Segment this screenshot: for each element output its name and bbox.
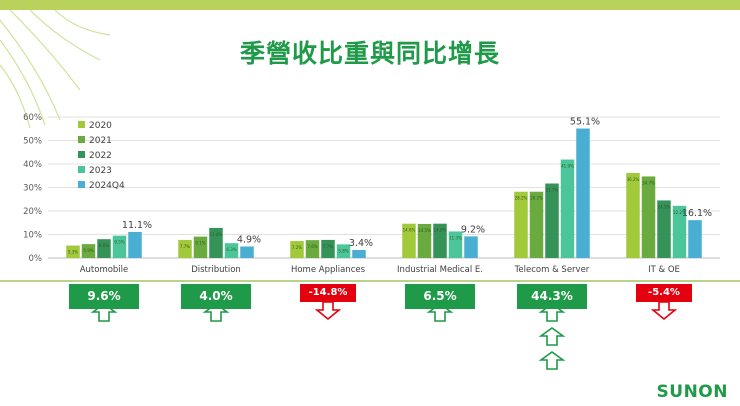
growth-badge: -5.4%	[636, 284, 692, 302]
legend-swatch	[78, 136, 85, 143]
category-label: IT & OE	[648, 265, 680, 275]
y-tick-label: 20%	[23, 207, 42, 217]
y-tick-label: 30%	[23, 184, 42, 194]
bar	[81, 244, 96, 258]
bar	[576, 128, 590, 258]
data-label: 34.7%	[642, 180, 655, 185]
legend-swatch	[78, 151, 85, 158]
data-label: 14.6%	[434, 228, 447, 233]
bar	[417, 223, 432, 258]
growth-badge: 9.6%	[69, 284, 139, 309]
bar	[321, 239, 335, 258]
data-label: 24.5%	[658, 204, 671, 209]
data-label: 3.4%	[349, 238, 373, 249]
data-label: 9.1%	[195, 241, 205, 246]
brand-logo: SUNON	[656, 382, 728, 402]
data-label: 14.6%	[403, 228, 416, 233]
data-label: 7.7%	[323, 244, 333, 249]
bar	[626, 172, 640, 258]
data-label: 7.6%	[307, 244, 317, 249]
bar	[433, 223, 447, 258]
bar	[529, 191, 544, 258]
bar	[336, 244, 351, 258]
data-label: 6.3%	[226, 247, 236, 252]
legend-label: 2020	[89, 121, 112, 131]
bar	[112, 235, 127, 258]
data-label: 9.5%	[114, 240, 124, 245]
bar	[402, 223, 416, 258]
data-label: 4.9%	[237, 234, 261, 245]
arrow-down-icon	[314, 301, 342, 321]
bar	[178, 239, 192, 258]
bar	[560, 159, 575, 258]
bar	[128, 231, 142, 258]
bar	[464, 236, 478, 258]
bar	[352, 250, 366, 258]
growth-badge: 44.3%	[517, 284, 587, 309]
category-label: Telecom & Server	[514, 265, 590, 275]
arrow-down-icon	[650, 301, 678, 321]
leaf-decoration	[0, 10, 110, 129]
data-label: 7.7%	[180, 244, 190, 249]
data-label: 28.2%	[530, 196, 543, 201]
data-label: 11.1%	[122, 220, 152, 231]
category-label: Home Appliances	[291, 265, 366, 275]
bar	[545, 183, 559, 258]
y-tick-label: 10%	[23, 231, 42, 241]
page-title: 季營收比重與同比增長	[239, 39, 500, 68]
data-label: 36.2%	[627, 177, 640, 182]
legend-swatch	[78, 181, 85, 188]
bar	[290, 241, 304, 258]
y-tick-label: 60%	[23, 113, 42, 123]
data-label: 9.2%	[461, 224, 485, 235]
bar	[672, 205, 687, 258]
bar	[193, 236, 208, 258]
data-label: 28.2%	[515, 196, 528, 201]
y-tick-label: 0%	[29, 254, 43, 264]
bar	[240, 246, 254, 258]
arrow-up-icon	[538, 351, 566, 370]
legend-label: 2021	[89, 136, 112, 146]
growth-badge: 6.5%	[405, 284, 475, 309]
category-label: Industrial Medical E.	[397, 265, 483, 275]
category-label: Automobile	[80, 265, 129, 275]
data-label: 31.7%	[546, 188, 559, 193]
data-label: 16.1%	[682, 208, 712, 219]
legend-label: 2022	[89, 151, 112, 161]
legend-label: 2023	[89, 166, 112, 176]
bar	[657, 200, 671, 258]
growth-badge: 4.0%	[181, 284, 251, 309]
arrow-up-icon	[538, 327, 566, 346]
y-tick-label: 50%	[23, 137, 42, 147]
legend-label: 2024Q4	[89, 181, 125, 191]
legend-swatch	[78, 166, 85, 173]
bar	[448, 231, 463, 258]
bar	[224, 243, 239, 258]
data-label: 8.0%	[99, 243, 109, 248]
data-label: 12.8%	[210, 232, 223, 237]
data-label: 14.5%	[418, 228, 431, 233]
legend-swatch	[78, 121, 85, 128]
bar	[305, 240, 320, 258]
top-accent-band	[0, 0, 740, 10]
growth-badge: -14.8%	[300, 284, 356, 302]
data-label: 5.8%	[338, 248, 348, 253]
data-label: 5.3%	[68, 250, 78, 255]
bar	[514, 191, 528, 258]
bar	[209, 227, 223, 258]
data-label: 7.2%	[292, 245, 302, 250]
data-label: 11.3%	[449, 235, 462, 240]
y-tick-label: 40%	[23, 160, 42, 170]
bar	[97, 239, 111, 258]
data-label: 55.1%	[570, 117, 600, 128]
bar	[66, 245, 80, 258]
data-label: 41.9%	[561, 164, 574, 169]
category-label: Distribution	[191, 265, 241, 275]
bar	[641, 176, 656, 258]
bar	[688, 220, 702, 258]
data-label: 5.9%	[83, 248, 93, 253]
data-label: 22.2%	[673, 210, 686, 215]
